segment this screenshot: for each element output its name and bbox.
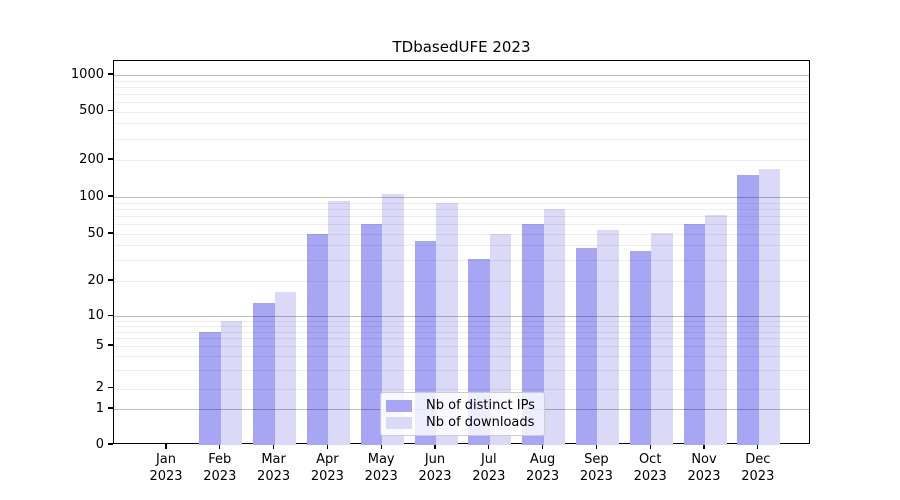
x-tick-mark bbox=[757, 444, 759, 449]
minor-gridline bbox=[114, 202, 809, 204]
x-tick-mark bbox=[649, 444, 651, 449]
y-tick-label: 20 bbox=[87, 272, 104, 288]
x-tick-label: Dec 2023 bbox=[741, 452, 775, 484]
minor-gridline bbox=[114, 80, 809, 82]
major-gridline bbox=[114, 75, 809, 76]
y-tick-label: 10 bbox=[87, 307, 104, 323]
bar-distinct-ips bbox=[360, 224, 383, 445]
x-tick-label: Jan 2023 bbox=[149, 452, 183, 484]
legend-row-distinct-ips: Nb of distinct IPs bbox=[386, 397, 538, 414]
y-tick-mark bbox=[108, 443, 113, 445]
minor-gridline bbox=[114, 160, 809, 161]
x-tick-label: Feb 2023 bbox=[203, 452, 237, 484]
y-tick-mark bbox=[108, 109, 113, 112]
y-tick-mark bbox=[108, 195, 113, 197]
x-tick-mark bbox=[272, 444, 275, 449]
minor-gridline bbox=[114, 208, 809, 210]
bar-downloads bbox=[758, 168, 781, 445]
y-tick-mark bbox=[108, 407, 113, 409]
bar-distinct-ips bbox=[253, 302, 275, 445]
x-tick-label: Aug 2023 bbox=[526, 452, 560, 484]
bar-downloads bbox=[543, 208, 566, 445]
bar-distinct-ips bbox=[306, 234, 329, 445]
legend: Nb of distinct IPs Nb of downloads bbox=[380, 392, 545, 436]
y-tick-label: 0 bbox=[95, 436, 104, 452]
x-tick-mark bbox=[165, 444, 167, 449]
y-tick-label: 1000 bbox=[70, 66, 104, 82]
y-tick-mark bbox=[108, 314, 113, 316]
y-tick-mark bbox=[108, 73, 113, 75]
y-tick-label: 5 bbox=[95, 337, 104, 353]
legend-swatch-distinct-ips bbox=[386, 399, 412, 412]
bar-distinct-ips bbox=[683, 224, 705, 445]
x-tick-mark bbox=[703, 444, 705, 449]
x-tick-label: Jul 2023 bbox=[472, 452, 506, 484]
chart-title: TDbasedUFE 2023 bbox=[392, 38, 531, 56]
x-tick-mark bbox=[326, 444, 329, 449]
bar-distinct-ips bbox=[737, 175, 759, 445]
x-tick-label: Oct 2023 bbox=[633, 452, 667, 484]
x-tick-label: Mar 2023 bbox=[257, 452, 291, 484]
bar-distinct-ips bbox=[199, 331, 221, 445]
y-tick-mark bbox=[108, 158, 113, 160]
legend-label-distinct-ips: Nb of distinct IPs bbox=[426, 398, 535, 413]
y-tick-label: 1 bbox=[95, 400, 104, 416]
legend-label-downloads: Nb of downloads bbox=[426, 415, 535, 430]
y-tick-mark bbox=[108, 279, 113, 281]
bar-downloads bbox=[382, 194, 404, 445]
x-tick-label: Nov 2023 bbox=[687, 452, 721, 484]
bar-downloads bbox=[651, 232, 673, 445]
y-tick-mark bbox=[108, 232, 113, 234]
bar-distinct-ips bbox=[575, 248, 598, 445]
x-tick-label: Jun 2023 bbox=[418, 452, 452, 484]
legend-swatch-downloads bbox=[386, 416, 412, 429]
bar-downloads bbox=[705, 214, 727, 445]
bar-downloads bbox=[274, 292, 297, 445]
bar-downloads bbox=[597, 229, 619, 445]
y-tick-label: 2 bbox=[95, 380, 104, 396]
bar-downloads bbox=[436, 202, 458, 445]
x-tick-label: Sep 2023 bbox=[579, 452, 613, 484]
x-tick-mark bbox=[595, 444, 598, 449]
y-tick-mark bbox=[108, 387, 113, 389]
x-tick-mark bbox=[541, 444, 544, 449]
major-gridline bbox=[114, 197, 809, 198]
bar-distinct-ips bbox=[629, 250, 652, 445]
y-tick-mark bbox=[108, 344, 113, 346]
minor-gridline bbox=[114, 138, 809, 140]
y-tick-label: 200 bbox=[79, 151, 104, 167]
minor-gridline bbox=[114, 123, 809, 125]
x-tick-mark bbox=[219, 444, 221, 449]
plot-area bbox=[113, 60, 810, 445]
x-tick-mark bbox=[434, 444, 436, 449]
minor-gridline bbox=[114, 101, 809, 103]
y-tick-label: 100 bbox=[79, 188, 104, 204]
y-tick-label: 500 bbox=[79, 103, 104, 118]
bar-downloads bbox=[328, 200, 350, 445]
x-tick-label: May 2023 bbox=[364, 452, 398, 484]
minor-gridline bbox=[114, 93, 809, 95]
bar-distinct-ips bbox=[522, 224, 544, 445]
minor-gridline bbox=[114, 86, 809, 88]
legend-row-downloads: Nb of downloads bbox=[386, 414, 538, 431]
y-tick-label: 50 bbox=[87, 225, 104, 241]
x-tick-mark bbox=[488, 444, 490, 449]
x-tick-label: Apr 2023 bbox=[310, 452, 344, 484]
minor-gridline bbox=[114, 111, 809, 113]
x-tick-mark bbox=[380, 444, 382, 449]
bar-downloads bbox=[220, 320, 243, 445]
